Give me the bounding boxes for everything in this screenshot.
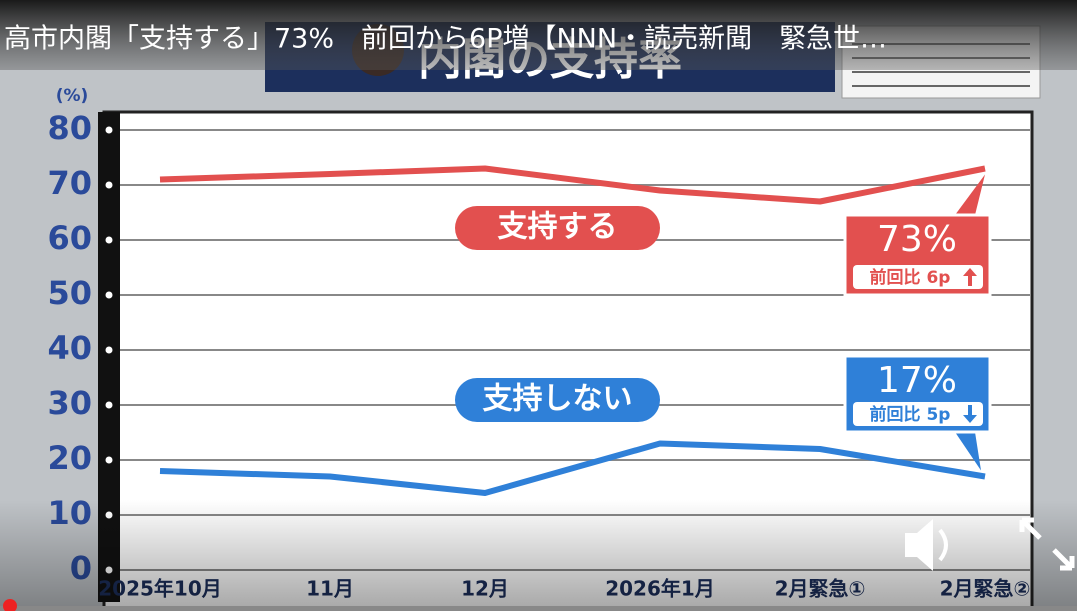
value-label: 73% — [877, 219, 957, 260]
y-tick-mark — [105, 236, 113, 244]
y-tick-mark — [105, 401, 113, 409]
callout-pointer — [955, 432, 981, 471]
legend-label: 支持しない — [483, 382, 633, 417]
y-tick-label: 20 — [47, 439, 92, 477]
progress-handle[interactable] — [3, 599, 17, 611]
y-tick-mark — [105, 126, 113, 134]
y-axis-bar — [98, 112, 120, 602]
volume-button[interactable] — [905, 519, 948, 571]
legend-pill — [455, 206, 660, 250]
legend-label: 支持する — [498, 210, 618, 245]
callout-pointer — [955, 174, 985, 215]
change-arrow — [963, 405, 977, 423]
y-tick-label: 60 — [47, 219, 92, 257]
y-tick-label: 30 — [47, 384, 92, 422]
value-label: 17% — [877, 360, 957, 401]
progress-bar[interactable] — [0, 606, 1077, 611]
fullscreen-button[interactable] — [1019, 517, 1075, 571]
title-overlay — [0, 0, 1077, 70]
y-tick-mark — [105, 181, 113, 189]
change-arrow — [963, 268, 977, 286]
y-tick-mark — [105, 291, 113, 299]
controls-overlay — [0, 500, 1077, 611]
change-box — [853, 265, 983, 289]
y-axis-label: (%) — [56, 86, 89, 106]
y-tick-label: 50 — [47, 274, 92, 312]
video-title: 高市内閣「支持する」73% 前回から6P増【NNN・読売新聞 緊急世… — [4, 24, 887, 55]
legend-pill — [455, 378, 660, 422]
y-tick-label: 40 — [47, 329, 92, 367]
change-label: 前回比 6p — [870, 267, 951, 288]
y-tick-mark — [105, 346, 113, 354]
line-series — [159, 165, 986, 205]
change-box — [853, 402, 983, 426]
y-tick-mark — [105, 456, 113, 464]
change-label: 前回比 5p — [870, 404, 951, 425]
callout: 17% 前回比 5p — [843, 354, 992, 471]
y-tick-label: 80 — [47, 109, 92, 147]
line-series — [159, 440, 986, 496]
callout: 73% 前回比 6p — [843, 174, 992, 297]
y-tick-label: 70 — [47, 164, 92, 202]
